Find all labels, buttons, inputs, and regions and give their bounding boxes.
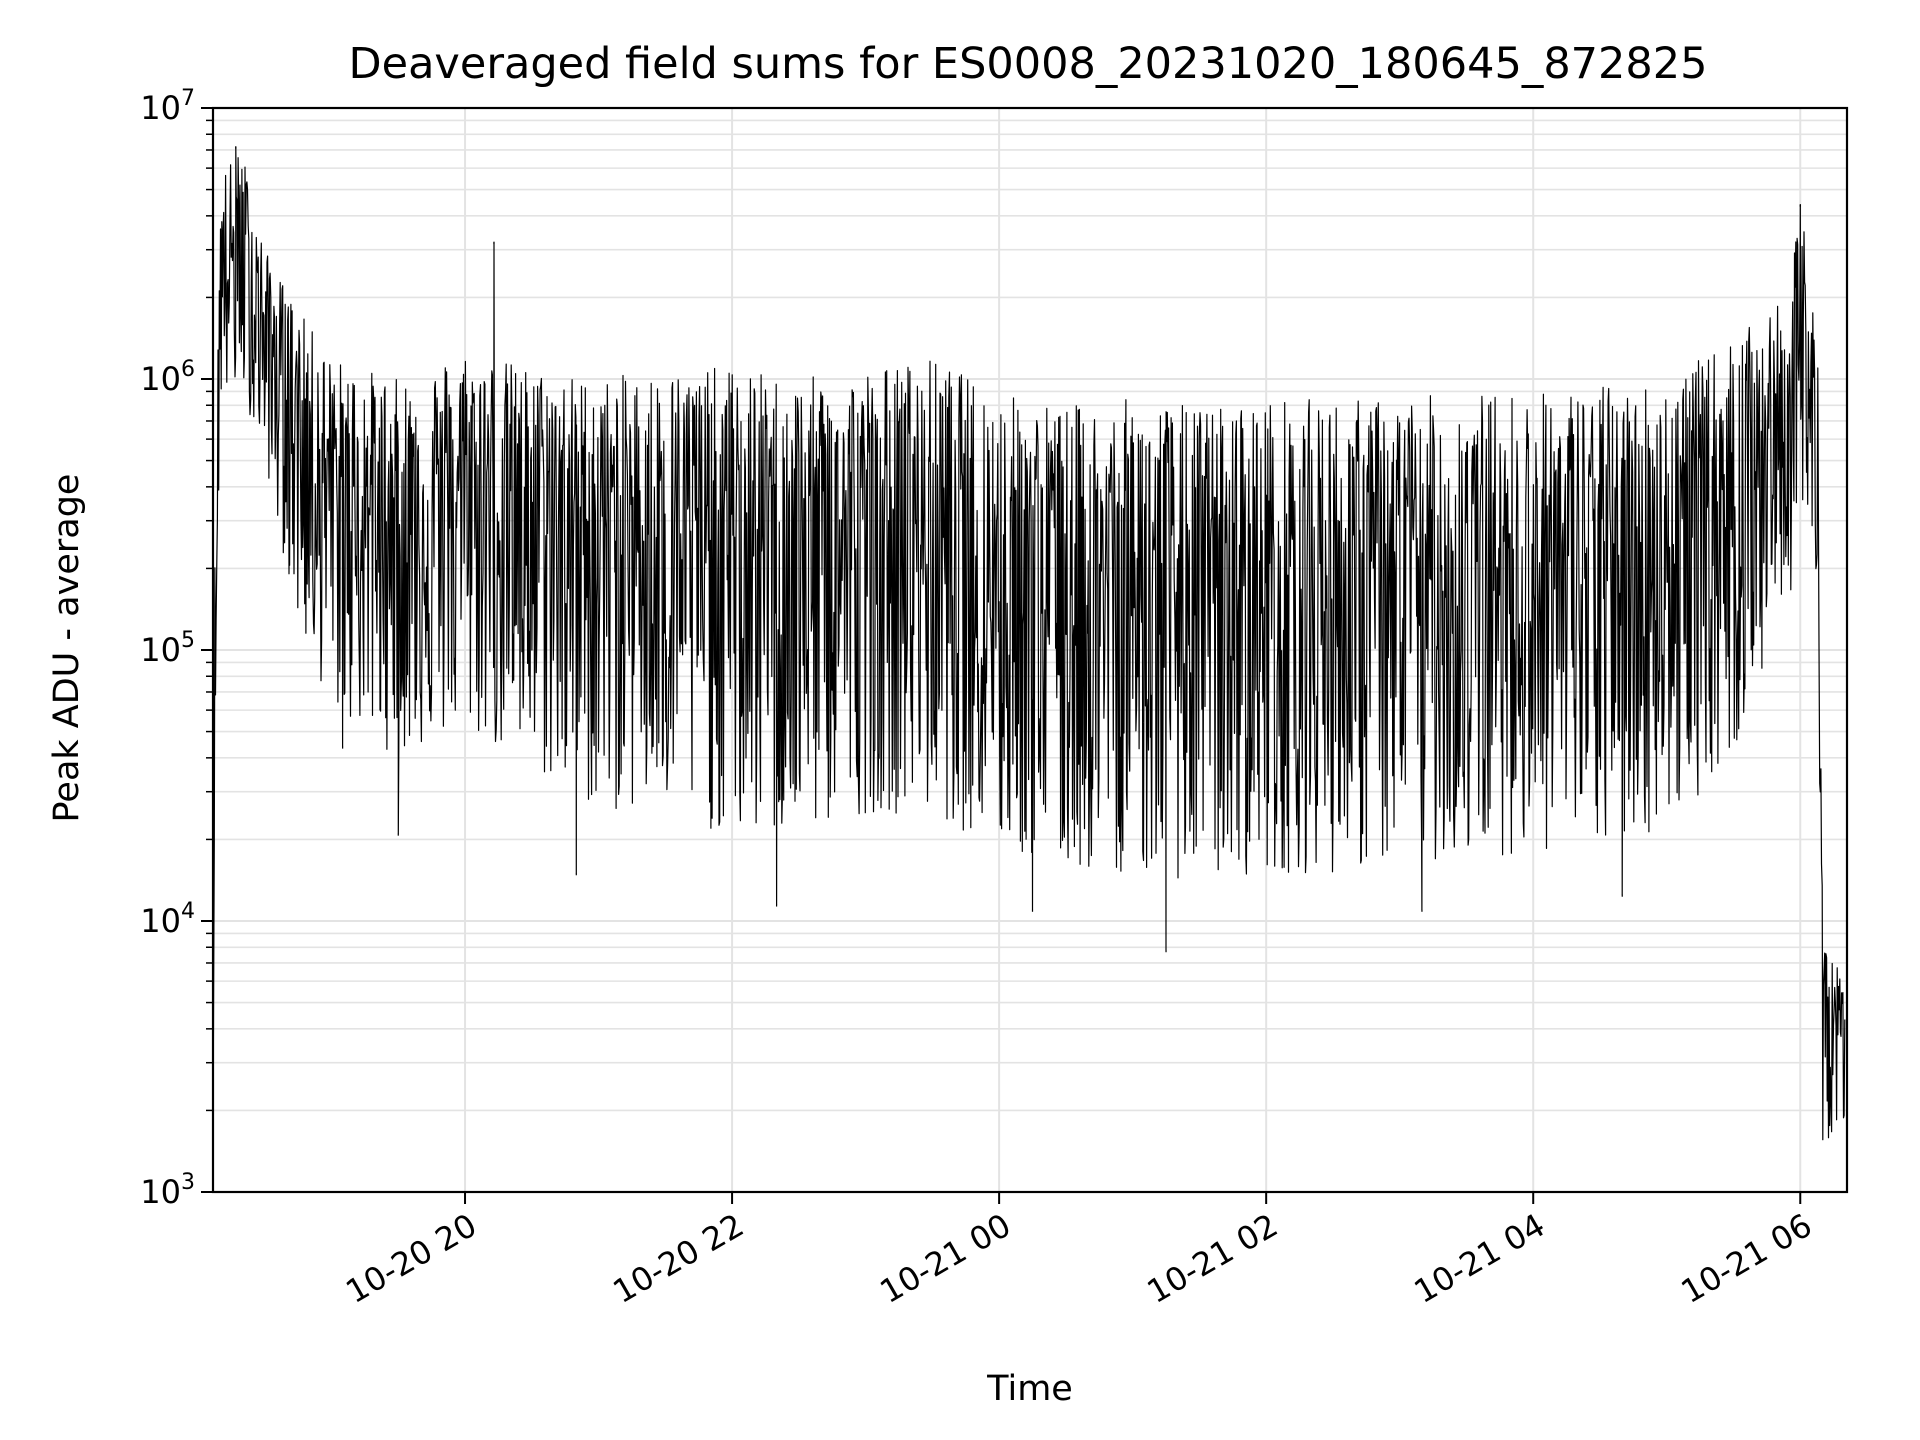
y-tick-label: 106 (140, 357, 195, 398)
series-line-layer (212, 146, 1846, 1141)
chart-title: Deaveraged field sums for ES0008_2023102… (349, 39, 1708, 89)
y-tick-label: 103 (140, 1170, 195, 1211)
y-axis-ticks: 103 104 105 106 107 (140, 86, 213, 1211)
series-line (212, 146, 1846, 1141)
x-axis-label: Time (986, 1369, 1073, 1409)
y-tick-label: 107 (140, 86, 195, 127)
y-axis-label: Peak ADU - average (47, 474, 87, 823)
y-tick-label: 105 (140, 628, 195, 669)
y-tick-label: 104 (140, 899, 195, 940)
